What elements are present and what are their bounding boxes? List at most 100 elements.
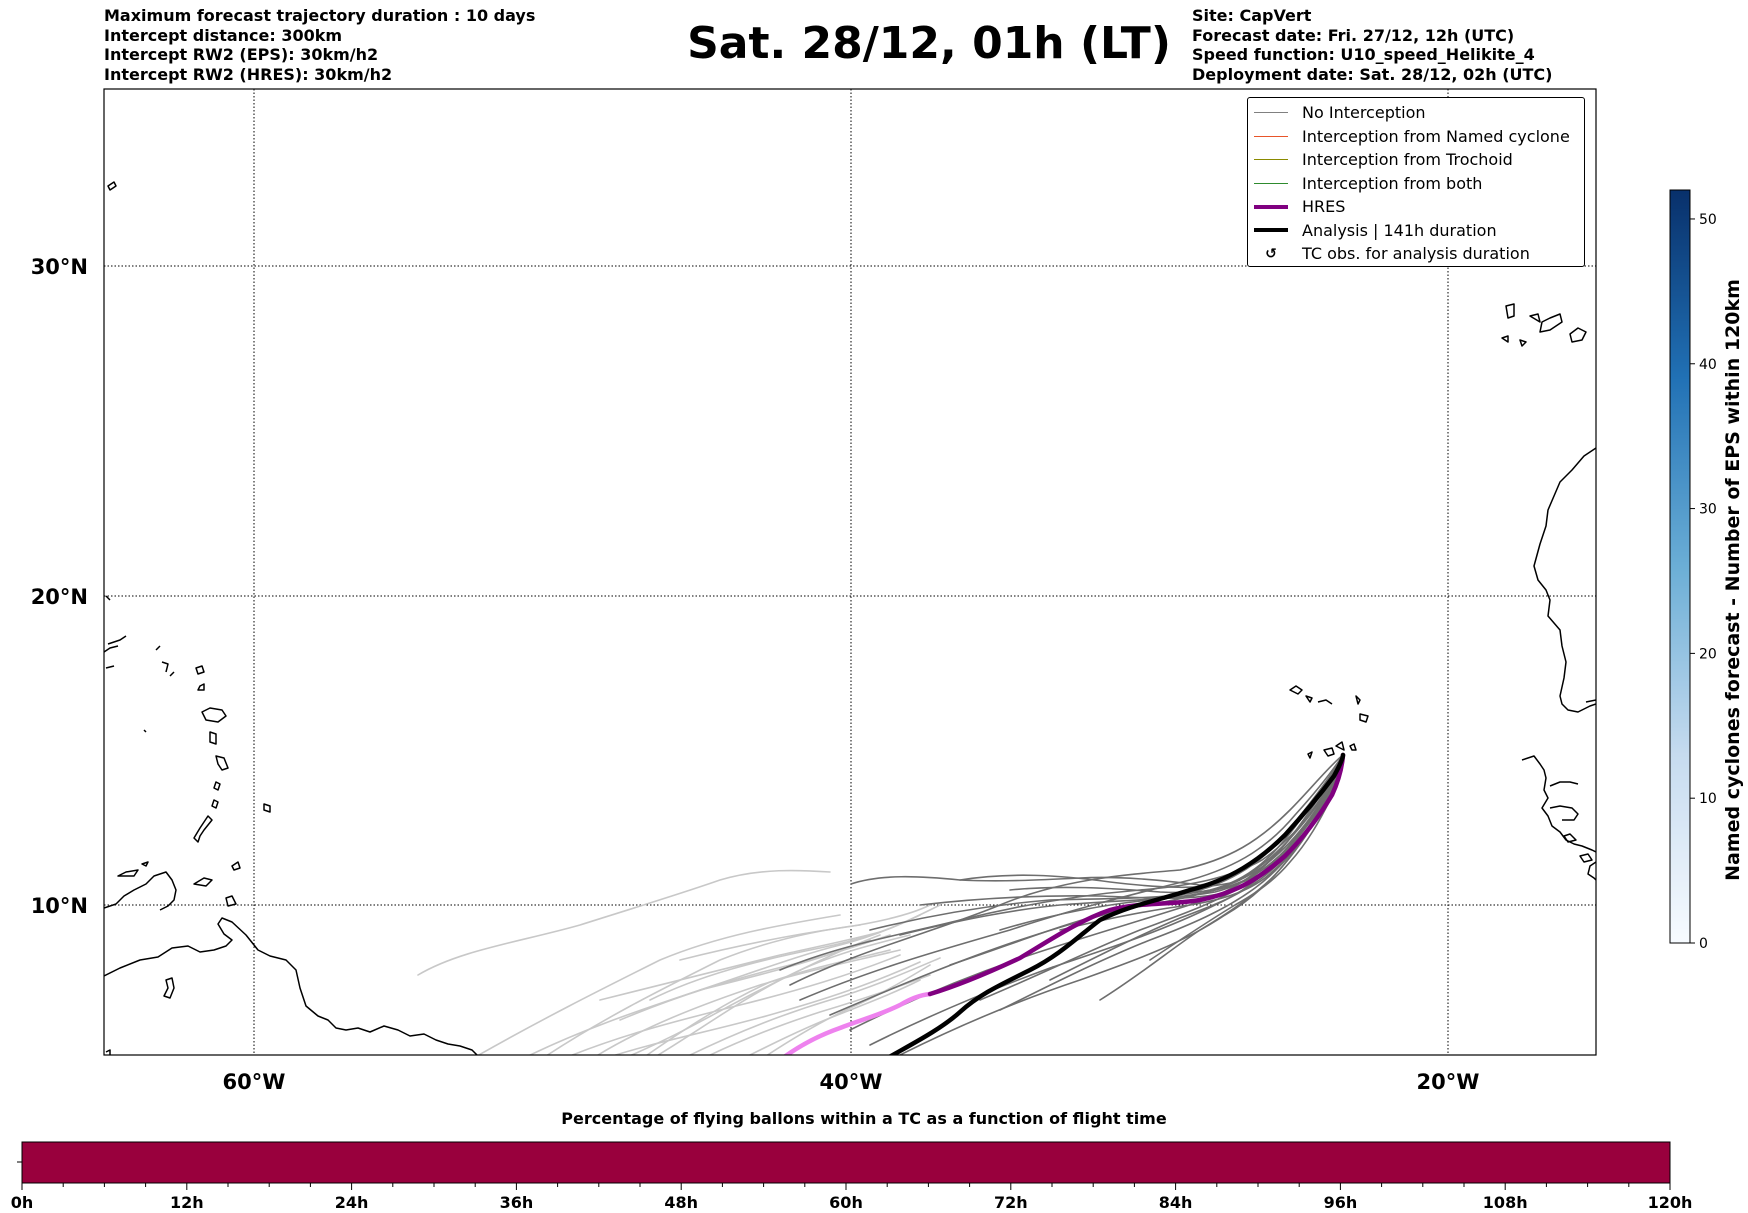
abc-islands xyxy=(117,869,139,877)
st-kitts xyxy=(105,595,111,601)
colorbar-tick-label: 50 xyxy=(1699,212,1717,228)
hres-trajectory xyxy=(927,752,1346,997)
colorbar-tick-label: 0 xyxy=(1699,936,1708,952)
north-coast-venezuela xyxy=(104,871,177,911)
guadeloupe xyxy=(201,707,227,723)
canary-c xyxy=(1539,313,1563,333)
legend-line-both xyxy=(1254,182,1288,184)
legend-item-trochoid: Interception from Trochoid xyxy=(1248,148,1584,172)
legend-line-named-cyclone xyxy=(1254,135,1288,137)
canary-a xyxy=(1505,303,1515,319)
timebar-tick-label: 120h xyxy=(1648,1193,1693,1212)
light-ensemble-trajectories xyxy=(417,869,941,1055)
header-site: Site: CapVert xyxy=(1192,6,1312,25)
timebar-tick-label: 24h xyxy=(335,1193,369,1212)
canary-f xyxy=(1519,339,1527,347)
header-intercept-distance: Intercept distance: 300km xyxy=(104,25,343,45)
canary-d xyxy=(1569,327,1587,343)
hres-trajectory-early xyxy=(783,991,933,1055)
legend-label: Interception from both xyxy=(1302,173,1483,193)
cape-verde-i xyxy=(1335,741,1345,751)
bijagos xyxy=(1579,853,1593,863)
far-left xyxy=(105,1049,111,1055)
lon-label-60w: 60°W xyxy=(223,1070,286,1094)
colorbar-gradient xyxy=(1669,189,1691,944)
st-lucia xyxy=(213,781,221,791)
map-frame xyxy=(103,88,1597,1056)
legend-label: Interception from Named cyclone xyxy=(1302,126,1570,146)
cape-verde-a xyxy=(1289,685,1303,695)
st-vincent xyxy=(211,799,219,809)
lesser-antilles-f xyxy=(169,671,175,677)
lon-label-20w: 20°W xyxy=(1417,1070,1480,1094)
lesser-antilles-e xyxy=(161,661,169,673)
lesser-antilles-g xyxy=(195,665,205,675)
legend-label: No Interception xyxy=(1302,103,1426,123)
curacao xyxy=(141,861,149,867)
timebar-tick-label: 0h xyxy=(11,1193,34,1212)
cape-verde-c xyxy=(1317,699,1333,705)
cyclone-symbol-icon: ↺ xyxy=(1265,245,1277,262)
timebar-fill xyxy=(22,1142,1670,1183)
dominica xyxy=(209,731,217,745)
header-intercept-eps: Intercept RW2 (EPS): 30km/h2 xyxy=(104,45,379,64)
cape-verde-f xyxy=(1307,751,1313,759)
legend-line-analysis xyxy=(1254,228,1288,233)
timebar-tick-label: 108h xyxy=(1483,1193,1528,1212)
cape-verde-g xyxy=(1323,747,1335,757)
gambia xyxy=(1549,781,1579,787)
header-left-info: Maximum forecast trajectory duration : 1… xyxy=(104,6,535,84)
lon-label-40w: 40°W xyxy=(820,1070,883,1094)
legend-item-named-cyclone: Interception from Named cyclone xyxy=(1248,125,1584,149)
legend-line-hres xyxy=(1254,204,1288,209)
guinea-islands xyxy=(1563,833,1577,843)
lesser-antilles-a xyxy=(107,635,127,645)
legend-line-no-interception xyxy=(1254,112,1288,114)
timebar-tick-label: 96h xyxy=(1324,1193,1358,1212)
legend-item-tc-obs: ↺ TC obs. for analysis duration xyxy=(1248,242,1584,266)
lesser-antilles-b xyxy=(104,645,119,653)
canary-b xyxy=(1529,313,1541,323)
page-title: Sat. 28/12, 01h (LT) xyxy=(687,18,1171,69)
header-speed-function: Speed function: U10_speed_Helikite_4 xyxy=(1192,45,1535,64)
grenada-chain xyxy=(193,815,213,843)
timebar-ticks: 0h 12h 24h 36h 48h 60h 72h 84h 96h 108h 120h xyxy=(11,1183,1693,1212)
timebar-tick-label: 60h xyxy=(829,1193,863,1212)
tobago xyxy=(225,895,237,907)
legend-item-no-interception: No Interception xyxy=(1248,101,1584,125)
trinidad-tobago xyxy=(231,861,241,871)
martinique xyxy=(215,755,229,771)
legend-line-trochoid xyxy=(1254,159,1288,161)
timebar: 0h 12h 24h 36h 48h 60h 72h 84h 96h 108h 120h xyxy=(11,1141,1693,1212)
lesser-antilles-h xyxy=(197,683,205,691)
header-intercept-hres: Intercept RW2 (HRES): 30km/h2 xyxy=(104,64,393,84)
legend-label: HRES xyxy=(1302,197,1346,217)
timebar-tick-label: 48h xyxy=(664,1193,698,1212)
colorbar-ticks: 0 10 20 30 40 50 xyxy=(1690,212,1717,952)
lesser-antilles-d xyxy=(155,645,161,651)
map-legend: No Interception Interception from Named … xyxy=(1247,97,1585,267)
legend-label: Analysis | 141h duration xyxy=(1302,220,1497,240)
east-africa-island xyxy=(1585,699,1596,703)
legend-item-analysis: Analysis | 141h duration xyxy=(1248,219,1584,243)
timebar-minor-ticks xyxy=(62,1183,1630,1187)
senegal-coast xyxy=(1521,755,1596,853)
timebar-tick-label: 12h xyxy=(170,1193,204,1212)
timebar-tick-label: 36h xyxy=(500,1193,534,1212)
colorbar-tick-label: 40 xyxy=(1699,357,1717,373)
margarita xyxy=(193,877,213,887)
cape-verde-b xyxy=(1305,695,1313,703)
trinidad xyxy=(163,977,175,999)
legend-item-hres: HRES xyxy=(1248,195,1584,219)
legend-label: Interception from Trochoid xyxy=(1302,150,1513,170)
header-right-info: Site: CapVert Forecast date: Fri. 27/12,… xyxy=(1192,6,1552,84)
colorbar-label: Named cyclones forecast - Number of EPS … xyxy=(1722,279,1744,881)
colorbar-tick-label: 10 xyxy=(1699,791,1717,807)
guinea-bissau xyxy=(1549,805,1579,821)
legend-item-both: Interception from both xyxy=(1248,172,1584,196)
west-africa-coast xyxy=(1533,447,1596,713)
map-area xyxy=(104,89,1596,1055)
timebar-title: Percentage of flying ballons within a TC… xyxy=(561,1109,1167,1128)
colorbar-tick-label: 20 xyxy=(1699,646,1717,662)
